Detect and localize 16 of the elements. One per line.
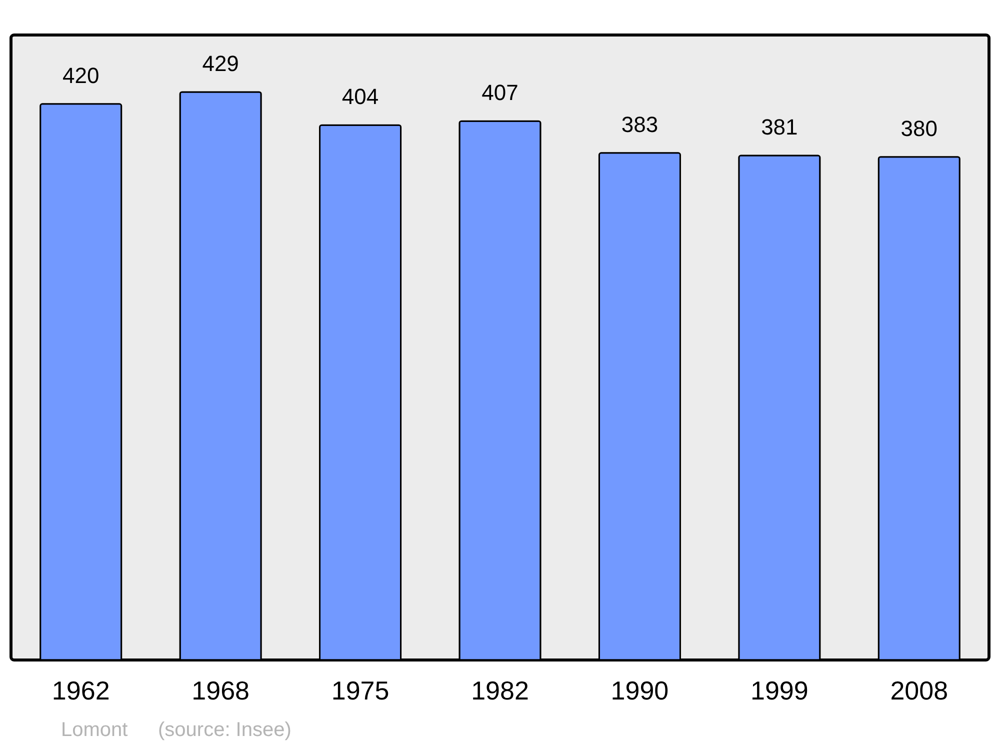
- text: Lomont: [61, 719, 128, 741]
- x-tick-label: 1975: [331, 676, 390, 706]
- data-label: 420: [62, 62, 100, 88]
- x-tick-label: 1968: [192, 676, 250, 706]
- data-label: 404: [342, 84, 379, 110]
- data-label: 383: [621, 112, 658, 137]
- text: (source: Insee): [158, 719, 292, 741]
- x-tick-label: 1962: [52, 676, 110, 706]
- x-tick-label: 1982: [471, 676, 529, 706]
- x-tick-label: 2008: [890, 676, 948, 706]
- data-label: 407: [482, 80, 518, 106]
- x-tick-label: 1990: [610, 676, 669, 706]
- data-label: 380: [900, 116, 938, 141]
- data-label: 429: [202, 51, 239, 76]
- x-tick-label: 1999: [750, 676, 808, 706]
- data-label: 381: [761, 114, 798, 140]
